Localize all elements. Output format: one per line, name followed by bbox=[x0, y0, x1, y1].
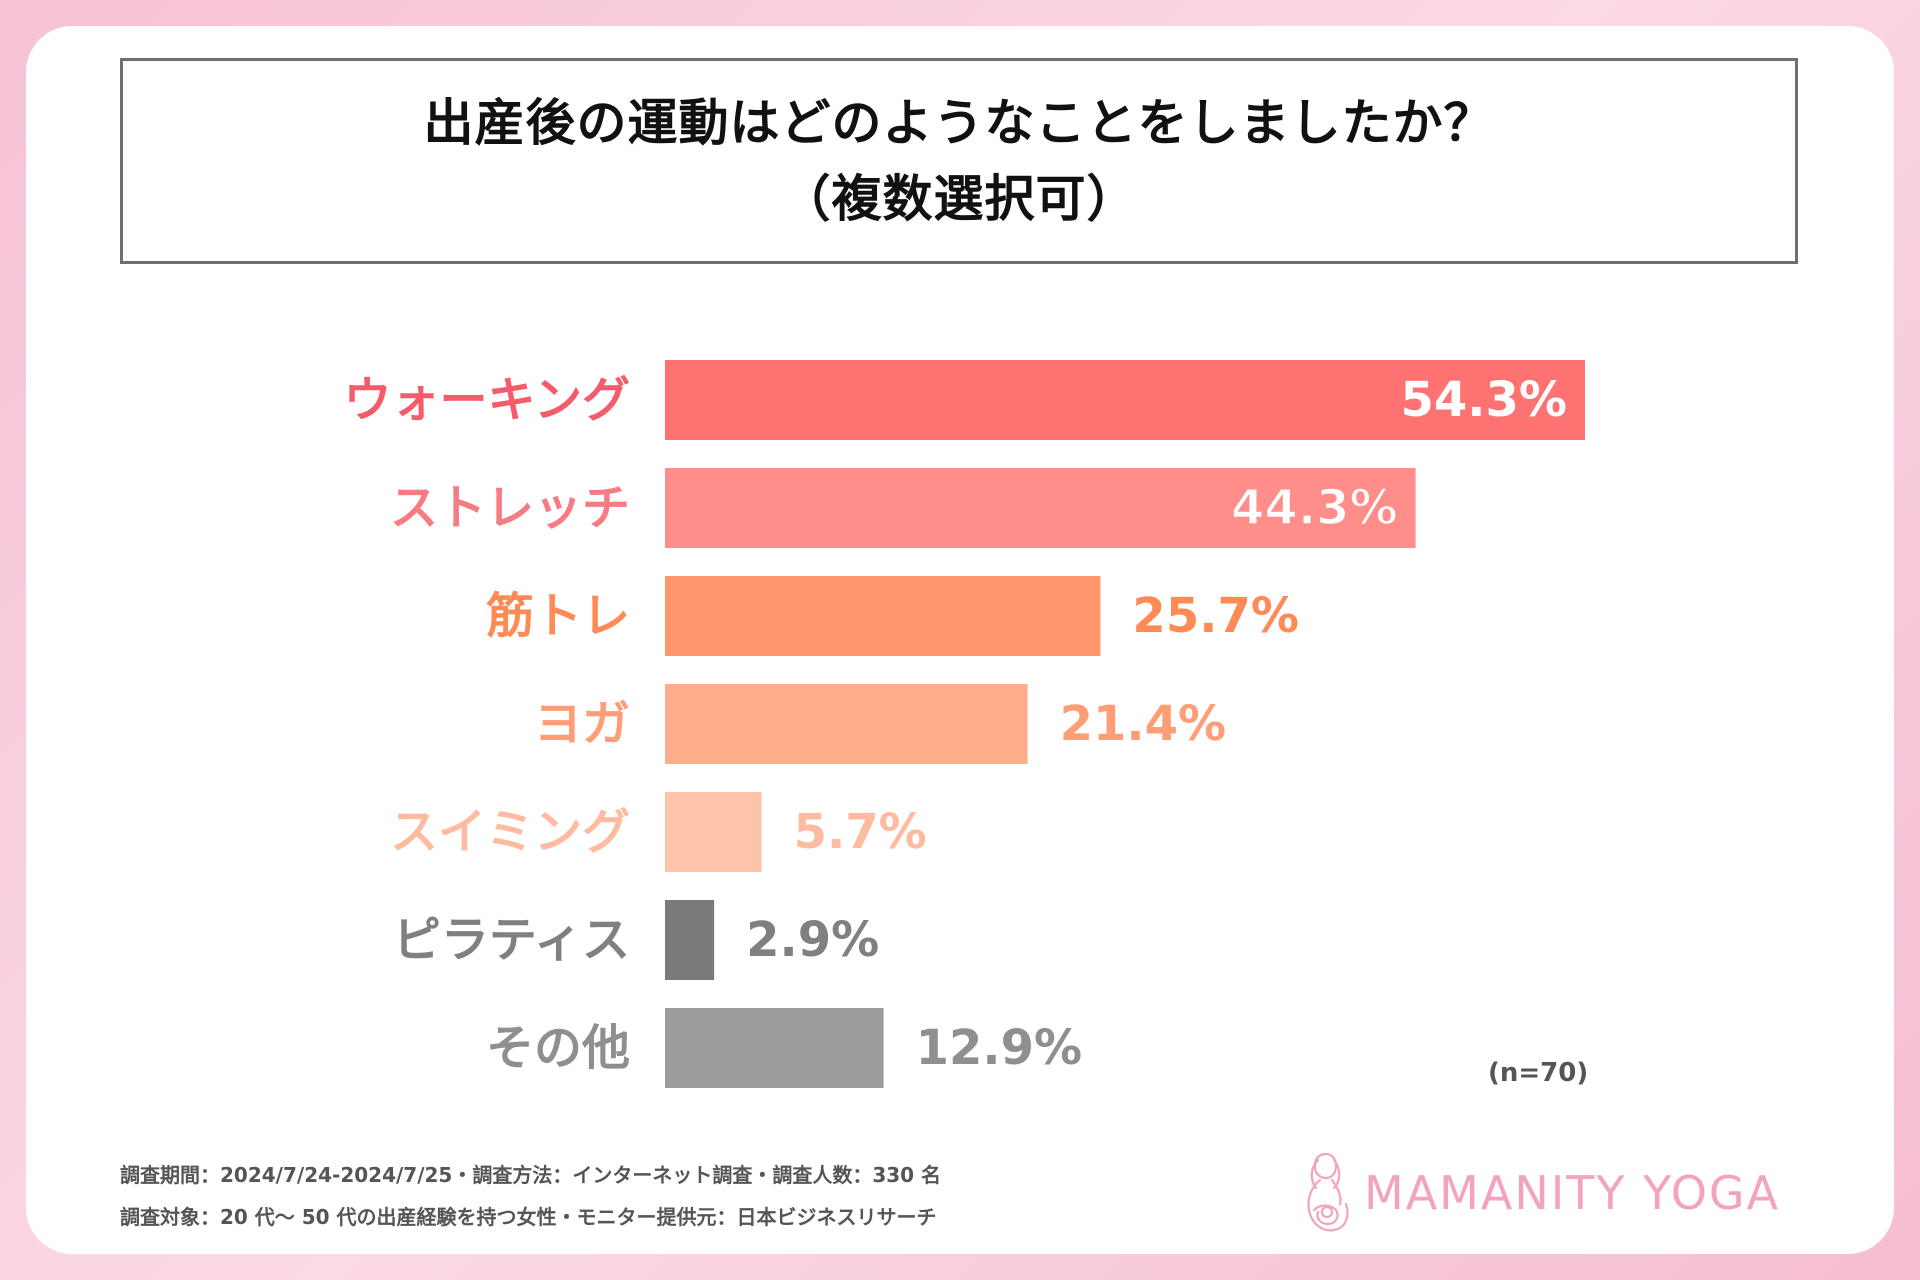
chart-title: 出産後の運動はどのようなことをしましたか？ bbox=[423, 94, 1495, 152]
category-label-5: スイミング bbox=[390, 804, 630, 860]
survey-target-text: 調査対象：20 代～ 50 代の出産経験を持つ女性・モニター提供元：日本ビジネス… bbox=[120, 1205, 937, 1229]
logo-text: MAMANITY YOGA bbox=[1364, 1166, 1781, 1220]
bar-4 bbox=[665, 684, 1028, 764]
category-label-4: ヨガ bbox=[534, 696, 630, 752]
category-label-3: 筋トレ bbox=[486, 588, 630, 644]
sample-size-label: (n=70) bbox=[1488, 1058, 1589, 1088]
value-label-2: 44.3% bbox=[1231, 480, 1398, 536]
bar-5 bbox=[665, 792, 762, 872]
bar-3 bbox=[665, 576, 1101, 656]
bar-6 bbox=[665, 900, 715, 980]
category-label-1: ウォーキング bbox=[343, 372, 630, 428]
mamanity-yoga-logo: MAMANITY YOGA bbox=[1296, 1148, 1780, 1238]
survey-footer: 調査期間：2024/7/24-2024/7/25・調査方法：インターネット調査・… bbox=[120, 1154, 941, 1238]
category-label-6: ピラティス bbox=[393, 912, 630, 968]
survey-period-text: 調査期間：2024/7/24-2024/7/25・調査方法：インターネット調査・… bbox=[120, 1163, 942, 1187]
value-label-4: 21.4% bbox=[1060, 696, 1227, 752]
mother-baby-logo-icon bbox=[1307, 1152, 1349, 1232]
value-label-7: 12.9% bbox=[916, 1020, 1083, 1076]
bar-7 bbox=[665, 1008, 884, 1088]
category-label-2: ストレッチ bbox=[390, 480, 630, 536]
category-label-7: その他 bbox=[486, 1020, 630, 1076]
bar-2 bbox=[665, 468, 1416, 548]
value-label-1: 54.3% bbox=[1400, 372, 1567, 428]
value-label-3: 25.7% bbox=[1132, 588, 1299, 644]
bar-1 bbox=[665, 360, 1585, 440]
title-box: 出産後の運動はどのようなことをしましたか？ （複数選択可） bbox=[120, 58, 1798, 264]
value-label-5: 5.7% bbox=[794, 804, 927, 860]
chart-subtitle: （複数選択可） bbox=[780, 170, 1138, 228]
value-label-6: 2.9% bbox=[746, 912, 879, 968]
